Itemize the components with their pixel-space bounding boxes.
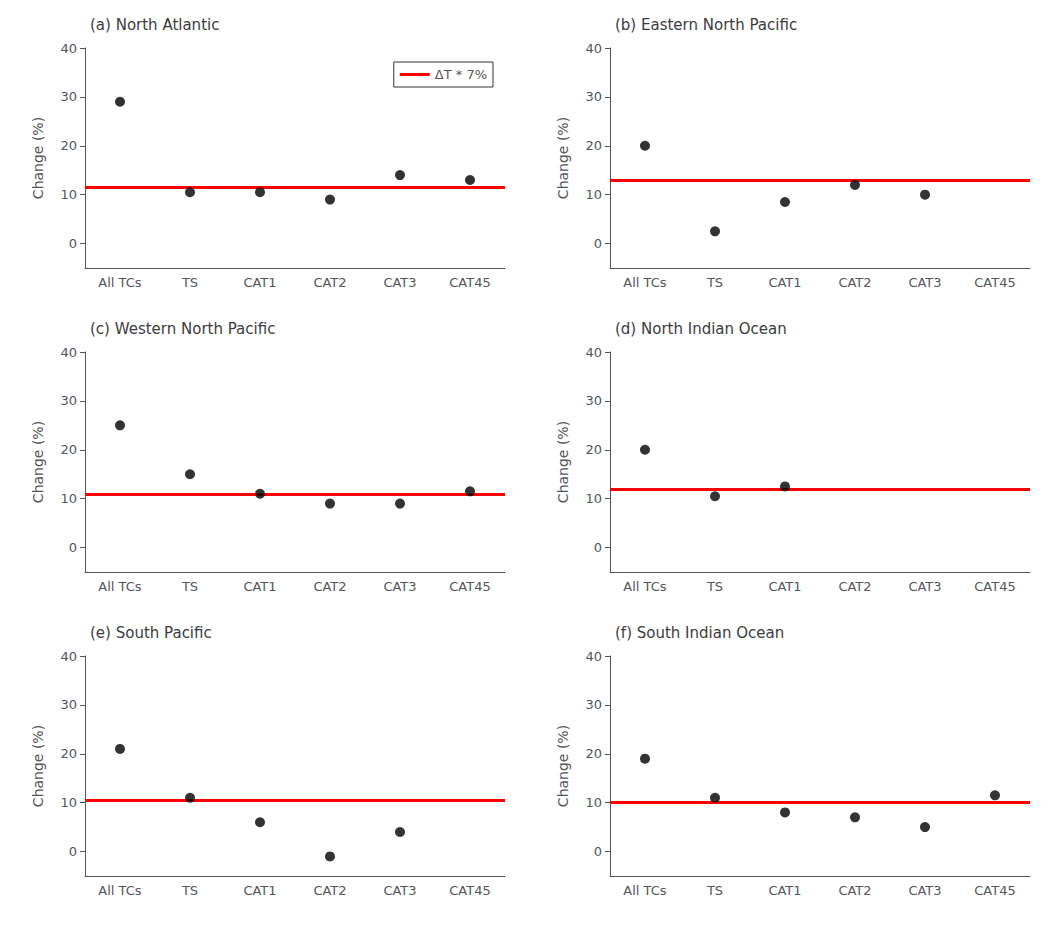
svg-text:40: 40 — [585, 345, 602, 360]
svg-text:0: 0 — [594, 540, 602, 555]
svg-text:All TCs: All TCs — [98, 579, 142, 594]
svg-text:All TCs: All TCs — [623, 579, 667, 594]
svg-text:30: 30 — [60, 697, 77, 712]
svg-text:CAT2: CAT2 — [838, 579, 871, 594]
svg-text:30: 30 — [60, 393, 77, 408]
svg-text:TS: TS — [706, 579, 723, 594]
svg-text:CAT45: CAT45 — [974, 579, 1015, 594]
svg-text:20: 20 — [60, 442, 77, 457]
svg-text:TS: TS — [181, 275, 198, 290]
svg-text:(d) North Indian Ocean: (d) North Indian Ocean — [615, 320, 787, 338]
svg-text:(c) Western North Pacific: (c) Western North Pacific — [90, 320, 275, 338]
svg-text:(a) North Atlantic: (a) North Atlantic — [90, 16, 219, 34]
svg-text:20: 20 — [60, 746, 77, 761]
svg-text:CAT2: CAT2 — [313, 275, 346, 290]
svg-text:10: 10 — [60, 795, 77, 810]
svg-text:CAT45: CAT45 — [974, 275, 1015, 290]
svg-text:(f) South Indian Ocean: (f) South Indian Ocean — [615, 624, 784, 642]
svg-text:10: 10 — [60, 187, 77, 202]
svg-text:10: 10 — [60, 491, 77, 506]
svg-text:(e) South Pacific: (e) South Pacific — [90, 624, 212, 642]
svg-text:30: 30 — [585, 697, 602, 712]
svg-text:10: 10 — [585, 187, 602, 202]
svg-text:0: 0 — [69, 540, 77, 555]
svg-text:10: 10 — [585, 491, 602, 506]
svg-text:CAT1: CAT1 — [768, 883, 801, 898]
svg-text:All TCs: All TCs — [98, 275, 142, 290]
svg-text:CAT1: CAT1 — [243, 275, 276, 290]
svg-text:0: 0 — [69, 844, 77, 859]
svg-text:40: 40 — [585, 41, 602, 56]
svg-text:CAT3: CAT3 — [908, 275, 941, 290]
svg-text:TS: TS — [181, 883, 198, 898]
svg-text:CAT2: CAT2 — [313, 883, 346, 898]
svg-text:CAT45: CAT45 — [449, 579, 490, 594]
svg-text:Change (%): Change (%) — [30, 117, 46, 199]
svg-text:20: 20 — [60, 138, 77, 153]
svg-text:TS: TS — [706, 275, 723, 290]
svg-text:ΔT * 7%: ΔT * 7% — [435, 67, 487, 82]
svg-text:40: 40 — [60, 41, 77, 56]
svg-text:TS: TS — [181, 579, 198, 594]
svg-text:CAT1: CAT1 — [768, 579, 801, 594]
svg-text:All TCs: All TCs — [98, 883, 142, 898]
svg-text:CAT1: CAT1 — [243, 579, 276, 594]
svg-text:30: 30 — [60, 89, 77, 104]
svg-text:All TCs: All TCs — [623, 275, 667, 290]
svg-text:10: 10 — [585, 795, 602, 810]
svg-text:CAT1: CAT1 — [243, 883, 276, 898]
svg-text:CAT3: CAT3 — [908, 579, 941, 594]
svg-text:CAT45: CAT45 — [974, 883, 1015, 898]
svg-text:20: 20 — [585, 746, 602, 761]
svg-text:All TCs: All TCs — [623, 883, 667, 898]
svg-text:20: 20 — [585, 138, 602, 153]
svg-text:Change (%): Change (%) — [555, 421, 571, 503]
svg-text:0: 0 — [594, 236, 602, 251]
svg-text:CAT45: CAT45 — [449, 883, 490, 898]
svg-text:CAT3: CAT3 — [908, 883, 941, 898]
svg-text:TS: TS — [706, 883, 723, 898]
svg-text:30: 30 — [585, 393, 602, 408]
svg-text:CAT2: CAT2 — [313, 579, 346, 594]
svg-text:(b) Eastern North Pacific: (b) Eastern North Pacific — [615, 16, 797, 34]
svg-text:CAT3: CAT3 — [383, 275, 416, 290]
svg-text:CAT3: CAT3 — [383, 883, 416, 898]
svg-text:20: 20 — [585, 442, 602, 457]
svg-text:CAT3: CAT3 — [383, 579, 416, 594]
svg-text:CAT2: CAT2 — [838, 883, 871, 898]
svg-text:30: 30 — [585, 89, 602, 104]
svg-text:0: 0 — [594, 844, 602, 859]
svg-text:Change (%): Change (%) — [30, 725, 46, 807]
svg-text:40: 40 — [585, 649, 602, 664]
svg-text:CAT45: CAT45 — [449, 275, 490, 290]
svg-text:Change (%): Change (%) — [555, 725, 571, 807]
svg-text:Change (%): Change (%) — [555, 117, 571, 199]
svg-text:CAT1: CAT1 — [768, 275, 801, 290]
svg-text:CAT2: CAT2 — [838, 275, 871, 290]
svg-text:40: 40 — [60, 345, 77, 360]
svg-text:40: 40 — [60, 649, 77, 664]
svg-text:Change (%): Change (%) — [30, 421, 46, 503]
svg-text:0: 0 — [69, 236, 77, 251]
